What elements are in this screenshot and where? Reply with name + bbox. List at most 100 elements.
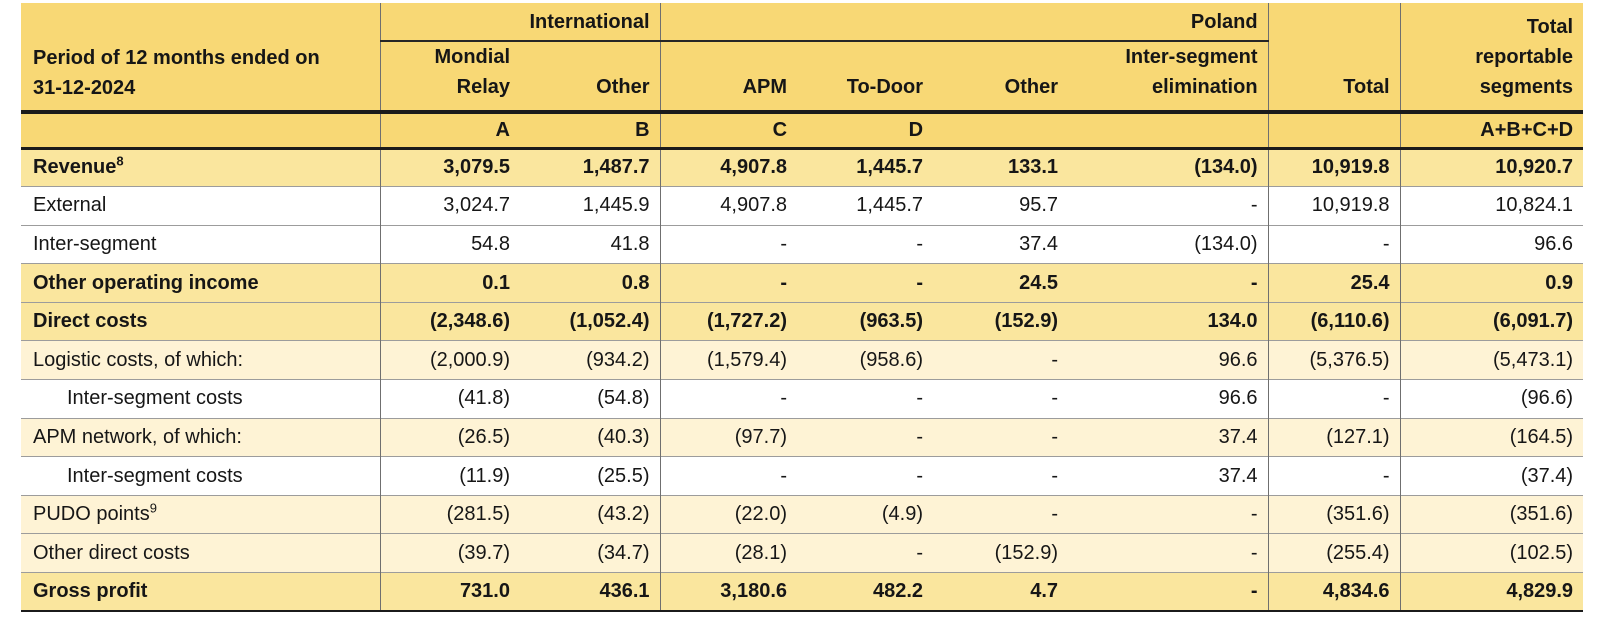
cell-value: 3,079.5 [379,146,520,187]
cell-value: 96.6 [1068,340,1269,380]
cell-value: - [659,263,798,303]
letter-d: D [797,110,934,148]
cell-value: (25.5) [520,456,661,496]
cell-value: - [933,417,1069,457]
cell-value: (6,110.6) [1267,301,1401,341]
footnote-superscript: 9 [149,500,157,516]
letters-row-label-cell [21,110,380,148]
cell-value: - [933,340,1069,380]
table-row: Direct costs (2,348.6) (1,052.4) (1,727.2)(… [21,301,1584,341]
row-label: PUDO points9 [21,494,380,534]
table-row: External 3,024.7 1,445.9 4,907.8 1,445.7 95.7… [21,186,1584,226]
cell-value: (26.5) [379,417,520,457]
row-label: Direct costs [21,301,380,341]
segment-report-page: Period of 12 months ended on 31-12-2024 … [21,3,1584,613]
column-total-reportable-segments: Total reportable segments [1399,3,1584,112]
cell-value: 134.0 [1068,301,1269,341]
cell-value: - [797,417,934,457]
cell-value: - [797,224,934,264]
cell-value: 1,445.7 [797,146,934,187]
cell-value: (6,091.7) [1399,301,1584,341]
cell-value: (39.7) [379,533,520,573]
cell-value: 1,445.7 [797,186,934,226]
table-row: Inter-segment costs (11.9) (25.5) - - -37.4-(… [21,456,1584,496]
cell-value: (351.6) [1267,494,1401,534]
cell-value: - [1068,263,1269,303]
cell-value: 4,834.6 [1267,572,1401,613]
cell-value: (152.9) [933,301,1069,341]
table-row: Inter-segment 54.8 41.8- -37.4 (134.0) -96.6 [21,224,1584,264]
column-letters-row: A B C D A+B+C+D [21,110,1584,148]
letter-b: B [520,110,661,148]
cell-value: (28.1) [659,533,798,573]
cell-value: - [1068,572,1269,613]
cell-value: 0.1 [379,263,520,303]
cell-value: (11.9) [379,456,520,496]
cell-value: (97.7) [659,417,798,457]
cell-value: 3,024.7 [379,186,520,226]
column-apm: APM [659,41,798,112]
table-header: Period of 12 months ended on 31-12-2024 … [21,3,1584,148]
cell-value: (134.0) [1068,224,1269,264]
row-label: Gross profit [21,572,380,613]
cell-value: - [933,379,1069,419]
cell-value: - [1267,379,1401,419]
column-header-row: Mondial Relay Other APM To-Door Other In… [21,41,1583,112]
footnote-superscript: 8 [116,153,124,169]
cell-value: 1,487.7 [520,146,661,187]
cell-value: 4,829.9 [1399,572,1584,613]
cell-value: 37.4 [1068,417,1269,457]
column-mondial-relay: Mondial Relay [379,41,520,112]
cell-value: 4,907.8 [659,186,798,226]
cell-value: 37.4 [933,224,1069,264]
column-other-poland: Other [933,41,1069,112]
letter-c: C [659,110,798,148]
cell-value: (96.6) [1399,379,1584,419]
table-row: PUDO points9 (281.5) (43.2) (22.0) (4.9) - - (3… [21,494,1584,534]
column-to-door: To-Door [797,41,934,112]
cell-value: 37.4 [1068,456,1269,496]
cell-value: (22.0) [659,494,798,534]
cell-value: 1,445.9 [520,186,661,226]
cell-value: (54.8) [520,379,661,419]
row-label: Inter-segment costs [21,379,380,419]
cell-value: 95.7 [933,186,1069,226]
cell-value: 10,920.7 [1399,146,1584,187]
letter-sum-abcd: A+B+C+D [1399,110,1584,148]
cell-value: - [1068,533,1269,573]
cell-value: - [659,224,798,264]
cell-value: - [1068,186,1269,226]
cell-value: 10,919.8 [1267,186,1401,226]
row-label: External [21,186,380,226]
cell-value: (102.5) [1399,533,1584,573]
table-row: Inter-segment costs (41.8) (54.8) - - -96.6-(… [21,379,1584,419]
table-row: Revenue8 3,079.5 1,487.7 4,907.8 1,445.7 133.… [21,146,1584,187]
cell-value: (37.4) [1399,456,1584,496]
cell-value: - [1068,494,1269,534]
cell-value: 4.7 [933,572,1069,613]
cell-value: (2,348.6) [379,301,520,341]
table-row: APM network, of which: (26.5) (40.3) (97.7)… [21,417,1584,457]
cell-value: - [797,379,934,419]
row-label: Inter-segment costs [21,456,380,496]
table-row: Other operating income 0.1 0.8- -24.5-25.4 0… [21,263,1584,303]
cell-value: (281.5) [379,494,520,534]
cell-value: - [933,456,1069,496]
letter-empty-elimination [1068,110,1269,148]
cell-value: - [933,494,1069,534]
cell-value: 24.5 [933,263,1069,303]
cell-value: - [1267,456,1401,496]
cell-value: (1,579.4) [659,340,798,380]
table-row: Logistic costs, of which: (2,000.9) (934.2… [21,340,1584,380]
cell-value: (255.4) [1267,533,1401,573]
column-inter-segment-elimination: Inter-segment elimination [1068,41,1269,112]
group-header-row: Period of 12 months ended on 31-12-2024 … [21,3,1584,112]
cell-value: 25.4 [1267,263,1401,303]
cell-value: - [659,379,798,419]
cell-value: - [659,456,798,496]
period-label: Period of 12 months ended on 31-12-2024 [21,3,380,112]
cell-value: (40.3) [520,417,661,457]
cell-value: (934.2) [520,340,661,380]
letter-a: A [379,110,520,148]
table-row: Gross profit 731.0 436.1 3,180.6 482.2 4.7-4,… [21,572,1584,613]
